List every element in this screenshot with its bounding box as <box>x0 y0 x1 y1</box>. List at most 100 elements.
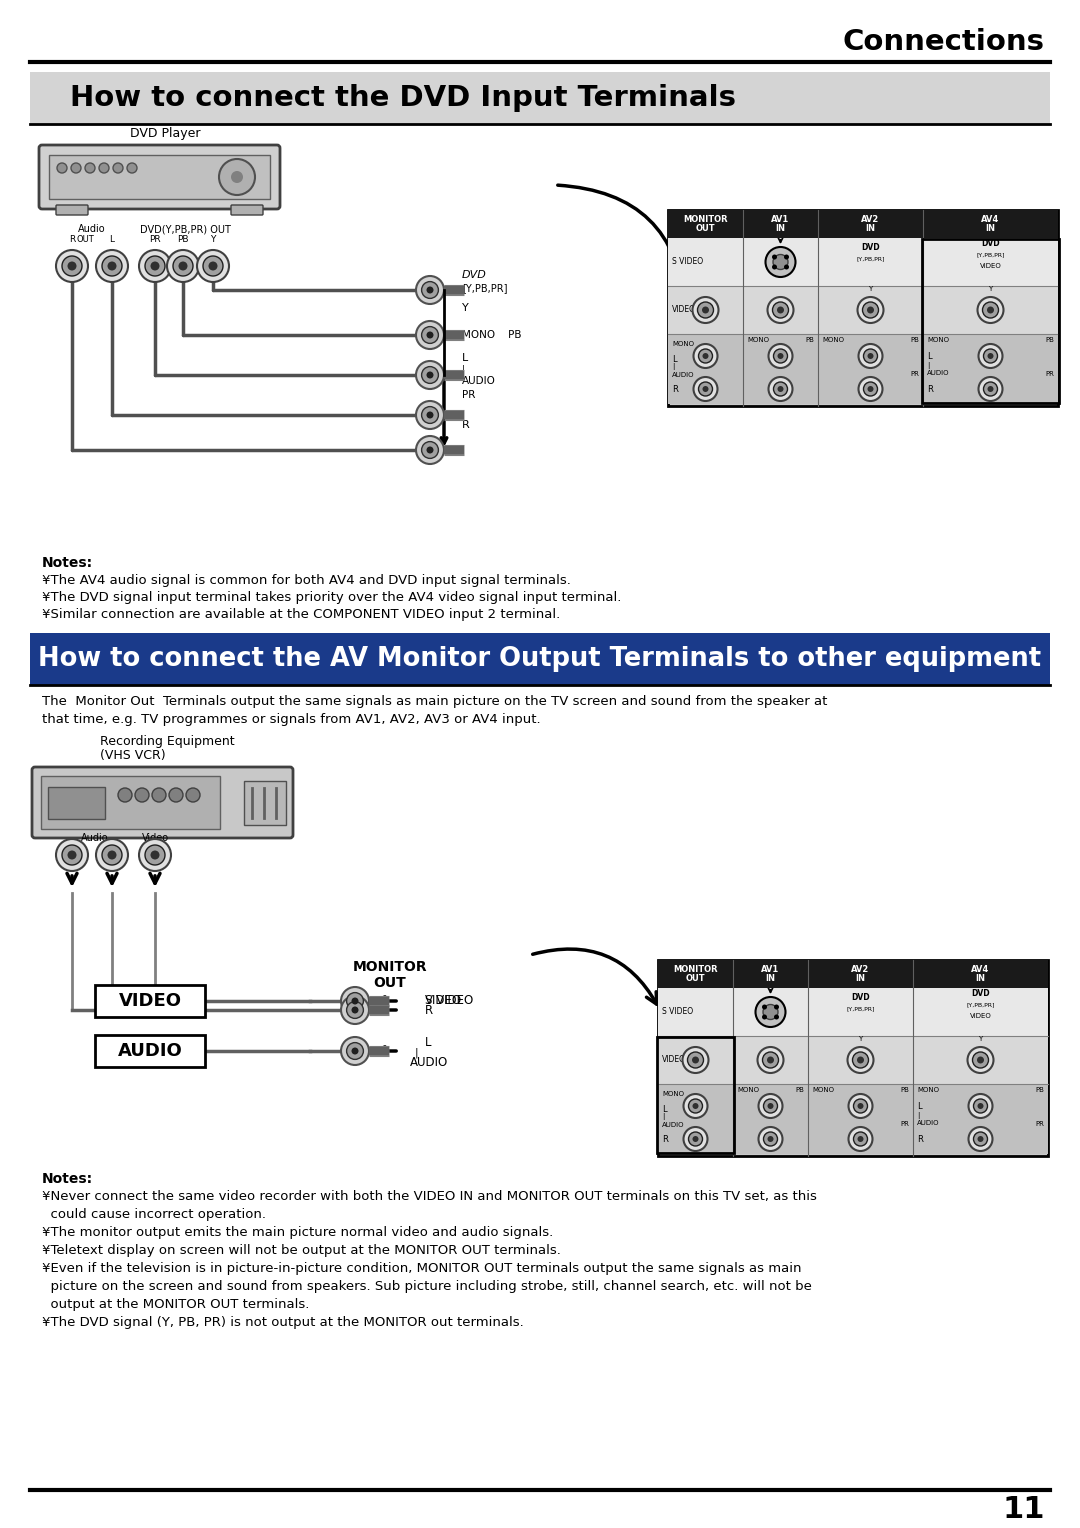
FancyBboxPatch shape <box>818 209 923 238</box>
Text: Recording Equipment: Recording Equipment <box>100 735 234 749</box>
Circle shape <box>702 307 708 313</box>
Circle shape <box>773 348 787 364</box>
Text: AV4
IN: AV4 IN <box>982 214 1000 234</box>
Circle shape <box>689 1099 702 1112</box>
Text: Notes:: Notes: <box>42 1172 93 1186</box>
Circle shape <box>67 851 77 859</box>
Circle shape <box>757 1047 783 1073</box>
Text: AUDIO: AUDIO <box>410 1056 448 1070</box>
Circle shape <box>973 1099 987 1112</box>
Circle shape <box>231 171 243 183</box>
Circle shape <box>108 261 117 270</box>
FancyBboxPatch shape <box>658 989 1048 1036</box>
FancyBboxPatch shape <box>41 776 220 830</box>
Circle shape <box>684 1094 707 1118</box>
Text: VIDEO: VIDEO <box>662 1056 686 1065</box>
Text: [Y,PB,PR]: [Y,PB,PR] <box>847 1005 875 1012</box>
Text: MONITOR
OUT: MONITOR OUT <box>673 964 718 984</box>
Circle shape <box>416 321 444 348</box>
Text: DVD: DVD <box>851 993 869 1002</box>
Text: [Y,PB,PR]: [Y,PB,PR] <box>462 283 508 293</box>
Text: |: | <box>662 1114 664 1120</box>
Text: PR: PR <box>462 390 475 400</box>
Circle shape <box>693 344 717 368</box>
FancyBboxPatch shape <box>669 238 1058 286</box>
Text: PB: PB <box>1035 1086 1044 1093</box>
Circle shape <box>85 163 95 173</box>
Circle shape <box>56 251 87 283</box>
Text: PB: PB <box>900 1086 909 1093</box>
FancyBboxPatch shape <box>658 960 1048 1157</box>
FancyBboxPatch shape <box>808 960 913 989</box>
Circle shape <box>978 344 1002 368</box>
Text: The  Monitor Out  Terminals output the same signals as main picture on the TV sc: The Monitor Out Terminals output the sam… <box>42 695 827 707</box>
Text: L: L <box>672 354 677 364</box>
Circle shape <box>351 1007 359 1013</box>
Circle shape <box>848 1047 874 1073</box>
Text: MONO: MONO <box>822 338 843 342</box>
Circle shape <box>858 1135 864 1141</box>
Text: MONO: MONO <box>812 1086 834 1093</box>
Text: Y: Y <box>868 286 873 292</box>
Circle shape <box>762 1051 779 1068</box>
Circle shape <box>698 303 714 318</box>
Text: S VIDEO: S VIDEO <box>672 258 703 266</box>
Text: 11: 11 <box>1002 1496 1045 1525</box>
FancyBboxPatch shape <box>56 205 87 215</box>
Text: AV2
IN: AV2 IN <box>851 964 869 984</box>
Text: Audio: Audio <box>81 833 109 843</box>
Circle shape <box>96 251 129 283</box>
Circle shape <box>853 1132 867 1146</box>
Circle shape <box>849 1094 873 1118</box>
Circle shape <box>427 332 433 339</box>
Circle shape <box>778 353 783 359</box>
Text: AUDIO: AUDIO <box>927 370 949 376</box>
Text: DVD: DVD <box>462 270 487 280</box>
Circle shape <box>858 1103 864 1109</box>
Text: S VIDEO: S VIDEO <box>426 993 473 1007</box>
FancyBboxPatch shape <box>231 205 264 215</box>
Text: ¥Similar connection are available at the COMPONENT VIDEO input 2 terminal.: ¥Similar connection are available at the… <box>42 608 561 620</box>
Circle shape <box>762 1015 767 1019</box>
Text: L: L <box>426 1036 432 1050</box>
Circle shape <box>693 377 717 400</box>
Text: |: | <box>927 362 930 368</box>
Text: ¥Even if the television is in picture-in-picture condition, MONITOR OUT terminal: ¥Even if the television is in picture-in… <box>42 1262 801 1274</box>
Circle shape <box>773 255 788 269</box>
Circle shape <box>416 435 444 465</box>
Text: [Y,PB,PR]: [Y,PB,PR] <box>856 257 885 261</box>
Circle shape <box>867 307 874 313</box>
Text: VIDEO: VIDEO <box>119 992 181 1010</box>
Text: AUDIO: AUDIO <box>662 1122 685 1128</box>
Text: IN: IN <box>78 843 86 853</box>
Circle shape <box>203 257 222 277</box>
Circle shape <box>987 307 994 313</box>
Text: OUT: OUT <box>76 235 94 244</box>
Circle shape <box>984 382 998 396</box>
Circle shape <box>772 255 777 260</box>
Circle shape <box>351 998 359 1004</box>
Circle shape <box>859 344 882 368</box>
Circle shape <box>767 1056 774 1063</box>
Circle shape <box>778 387 783 393</box>
Text: Connections: Connections <box>843 28 1045 57</box>
Text: picture on the screen and sound from speakers. Sub picture including strobe, sti: picture on the screen and sound from spe… <box>42 1280 812 1293</box>
Circle shape <box>784 255 789 260</box>
Text: L: L <box>927 351 932 361</box>
Circle shape <box>341 996 369 1024</box>
Text: R: R <box>927 385 933 394</box>
Text: L: L <box>109 843 114 853</box>
Text: ¥Never connect the same video recorder with both the VIDEO IN and MONITOR OUT te: ¥Never connect the same video recorder w… <box>42 1190 816 1203</box>
Text: PB: PB <box>910 338 919 342</box>
Circle shape <box>762 1004 778 1019</box>
Circle shape <box>984 348 998 364</box>
Circle shape <box>108 851 117 859</box>
Circle shape <box>692 1056 699 1063</box>
Circle shape <box>421 442 438 458</box>
Text: MONO: MONO <box>662 1091 684 1097</box>
Text: VIDEO: VIDEO <box>426 995 462 1007</box>
Circle shape <box>139 839 171 871</box>
Circle shape <box>977 296 1003 322</box>
Circle shape <box>864 348 877 364</box>
Text: PB: PB <box>795 1086 804 1093</box>
